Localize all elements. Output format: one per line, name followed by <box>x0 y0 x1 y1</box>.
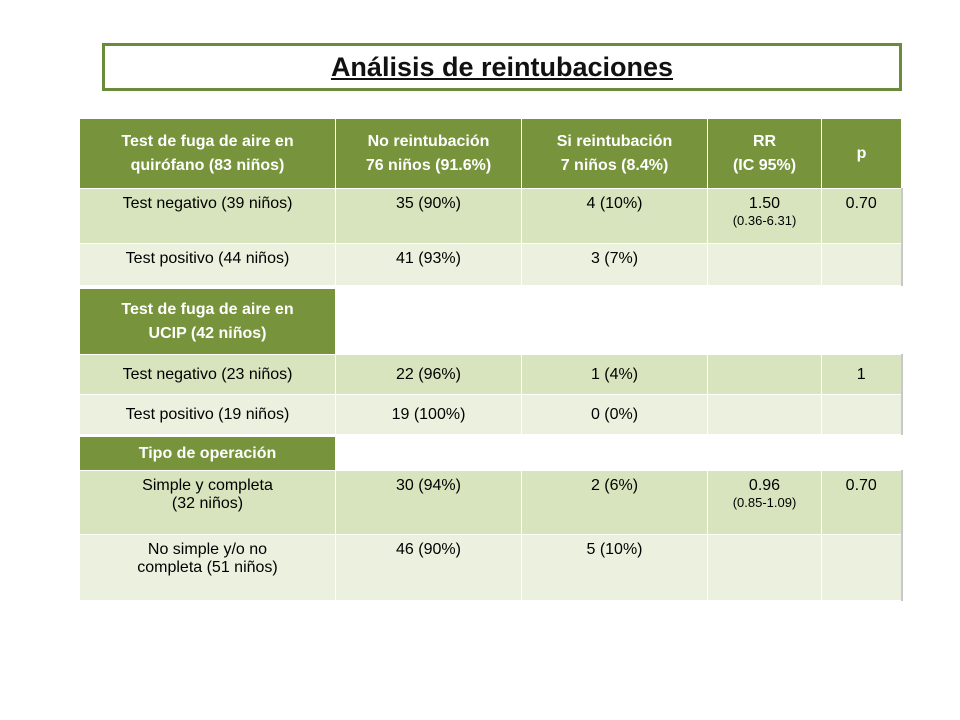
cell-no: 19 (100%) <box>335 394 522 435</box>
rr-value: 0.96 <box>748 477 781 494</box>
ci-value: (0.36-6.31) <box>732 213 797 228</box>
cell-no: 41 (93%) <box>335 243 522 286</box>
cell-no: 22 (96%) <box>335 354 522 395</box>
header-test: Test de fuga de aire en quirófano (83 ni… <box>79 118 336 189</box>
cell-no: 35 (90%) <box>335 188 522 244</box>
cell-si: 1 (4%) <box>521 354 708 395</box>
cell-no: 46 (90%) <box>335 534 522 601</box>
header-no-line1: No reintubación <box>367 132 490 150</box>
row-label-line2: (32 niños) <box>171 495 244 512</box>
header-rr: RR (IC 95%) <box>707 118 822 189</box>
table-row: Simple y completa (32 niños) 30 (94%) 2 … <box>79 470 903 535</box>
header-ucip-line1: Test de fuga de aire en <box>121 300 294 318</box>
header-blank <box>335 436 902 471</box>
header-test-line1: Test de fuga de aire en <box>121 132 294 150</box>
row-label: Test negativo (39 niños) <box>79 188 336 244</box>
header-p-line1: p <box>856 144 867 162</box>
cell-p: 0.70 <box>821 188 903 244</box>
row-label: Test positivo (44 niños) <box>79 243 336 286</box>
cell-no: 30 (94%) <box>335 470 522 535</box>
header-blank <box>335 288 902 355</box>
cell-rr <box>707 243 822 286</box>
row-label: Test positivo (19 niños) <box>79 394 336 435</box>
cell-p: 0.70 <box>821 470 903 535</box>
header-ucip-line2: UCIP (42 niños) <box>148 324 267 342</box>
cell-p: 1 <box>821 354 903 395</box>
header-test-line2: quirófano (83 niños) <box>130 156 285 174</box>
page-title: Análisis de reintubaciones <box>330 51 674 82</box>
header-tipo-operacion: Tipo de operación <box>79 436 336 471</box>
header-row: Test de fuga de aire en UCIP (42 niños) <box>79 288 902 355</box>
header-si-line1: Si reintubación <box>556 132 673 150</box>
title-box: Análisis de reintubaciones <box>102 43 902 91</box>
cell-p <box>821 243 903 286</box>
row-label-line1: No simple y/o no <box>147 541 268 558</box>
row-label: Simple y completa (32 niños) <box>79 470 336 535</box>
table-quirofano: Test de fuga de aire en quirófano (83 ni… <box>79 118 903 286</box>
header-si-line2: 7 niños (8.4%) <box>560 156 669 174</box>
cell-rr: 1.50 (0.36-6.31) <box>707 188 822 244</box>
cell-p <box>821 534 903 601</box>
cell-si: 0 (0%) <box>521 394 708 435</box>
cell-si: 2 (6%) <box>521 470 708 535</box>
row-label-line2: completa (51 niños) <box>137 559 278 576</box>
cell-rr <box>707 394 822 435</box>
row-label: No simple y/o no completa (51 niños) <box>79 534 336 601</box>
header-rr-line1: RR <box>752 132 777 150</box>
cell-si: 3 (7%) <box>521 243 708 286</box>
table-row: Test negativo (23 niños) 22 (96%) 1 (4%)… <box>79 354 903 395</box>
header-row: Tipo de operación <box>79 436 902 471</box>
ci-value: (0.85-1.09) <box>732 495 797 510</box>
cell-rr <box>707 354 822 395</box>
table-row: Test positivo (44 niños) 41 (93%) 3 (7%) <box>79 243 903 286</box>
table-row: Test negativo (39 niños) 35 (90%) 4 (10%… <box>79 188 903 244</box>
cell-p <box>821 394 903 435</box>
table-ucip: Test de fuga de aire en UCIP (42 niños) … <box>79 288 903 435</box>
table-row: Test positivo (19 niños) 19 (100%) 0 (0%… <box>79 394 903 435</box>
header-ucip: Test de fuga de aire en UCIP (42 niños) <box>79 288 336 355</box>
row-label: Test negativo (23 niños) <box>79 354 336 395</box>
cell-si: 4 (10%) <box>521 188 708 244</box>
header-si-reintubacion: Si reintubación 7 niños (8.4%) <box>521 118 708 189</box>
header-p: p <box>821 118 902 189</box>
row-label-line1: Simple y completa <box>142 477 273 494</box>
cell-rr <box>707 534 822 601</box>
header-no-line2: 76 niños (91.6%) <box>365 156 492 174</box>
rr-value: 1.50 <box>748 195 781 212</box>
table-row: No simple y/o no completa (51 niños) 46 … <box>79 534 903 601</box>
header-row: Test de fuga de aire en quirófano (83 ni… <box>79 118 902 189</box>
cell-rr: 0.96 (0.85-1.09) <box>707 470 822 535</box>
header-rr-line2: (IC 95%) <box>732 156 797 174</box>
header-no-reintubacion: No reintubación 76 niños (91.6%) <box>335 118 522 189</box>
table-tipo-operacion: Tipo de operación Simple y completa (32 … <box>79 436 903 601</box>
cell-si: 5 (10%) <box>521 534 708 601</box>
